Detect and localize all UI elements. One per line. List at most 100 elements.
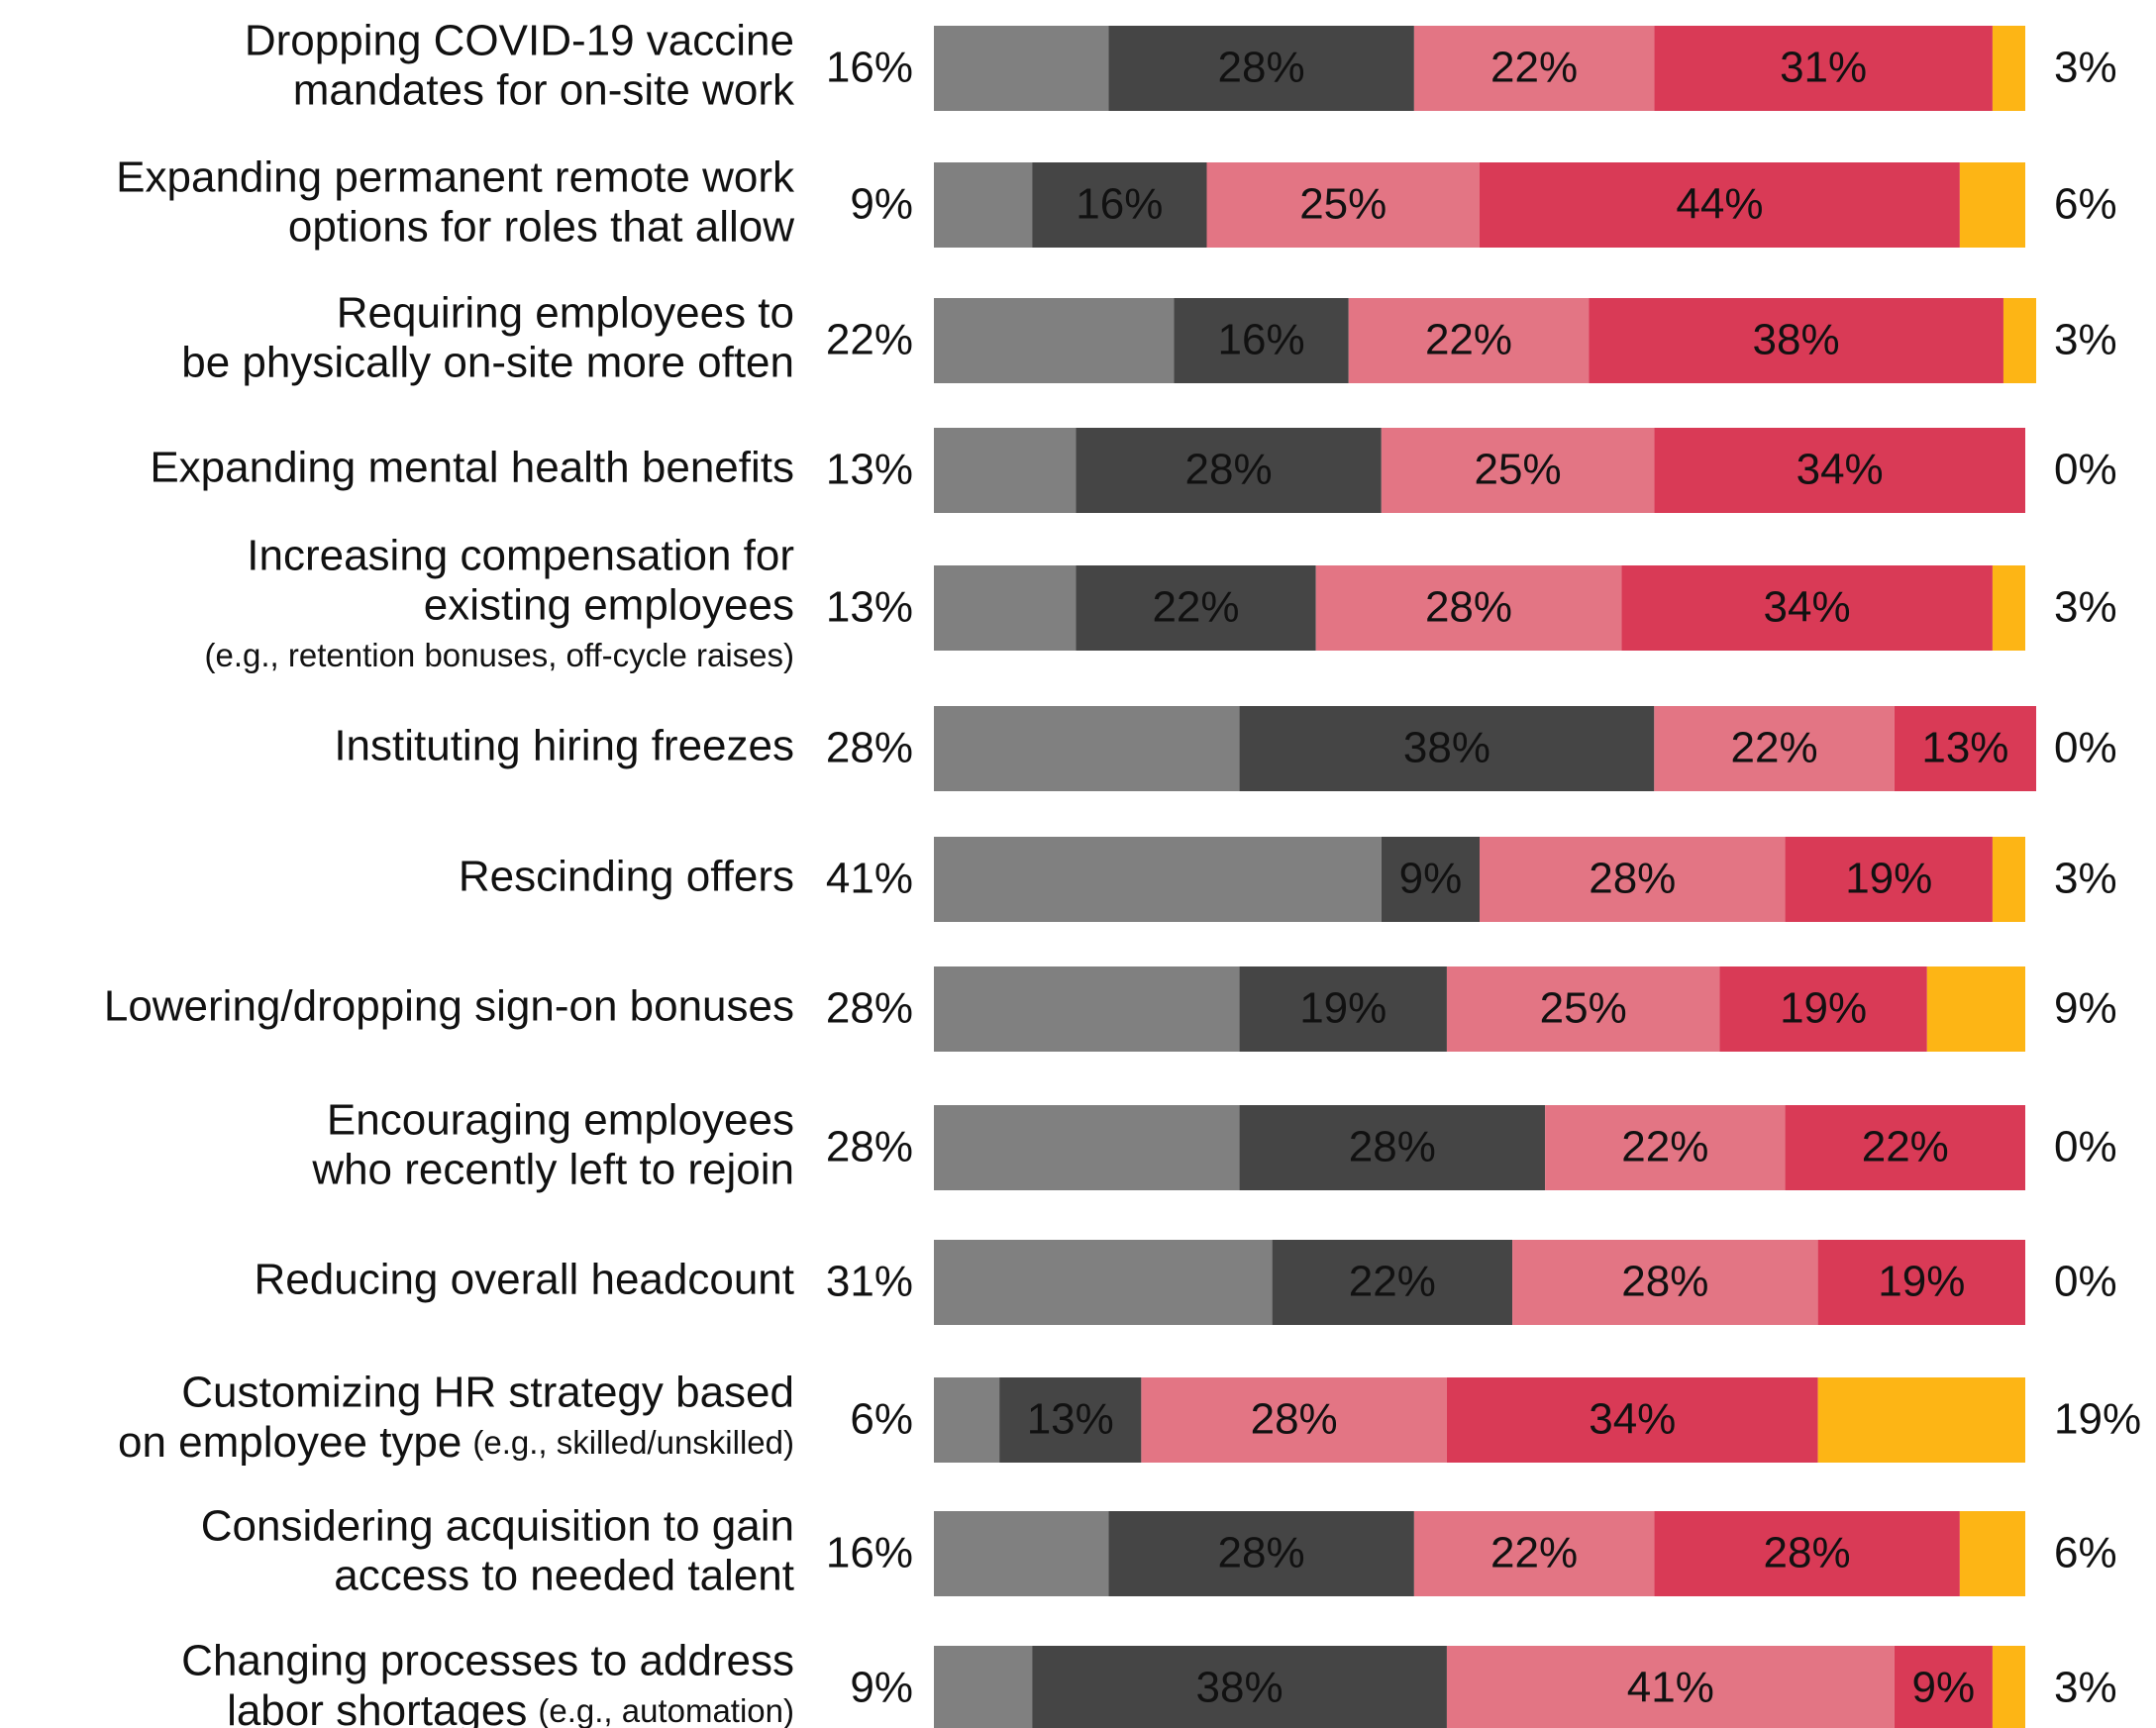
value-label: 9% [1912, 1664, 1976, 1712]
value-label: 22% [1490, 1529, 1578, 1577]
bar-segment [1272, 1240, 1513, 1325]
bar-segment [1589, 298, 2003, 383]
value-label: 34% [1764, 583, 1851, 632]
value-label: 0% [2054, 724, 2117, 772]
value-label: 22% [1349, 1258, 1436, 1306]
value-label: 25% [1299, 180, 1386, 229]
value-label: 16% [1218, 316, 1305, 364]
category-note: (e.g., retention bonuses, off-cycle rais… [204, 637, 794, 673]
bar-segment [1032, 162, 1207, 248]
bar-segment [1480, 162, 1960, 248]
category-label: labor shortages (e.g., automation) [227, 1686, 794, 1728]
bar-segment [1959, 1511, 2025, 1596]
bar-segment [1654, 26, 1993, 111]
value-label: 34% [1797, 446, 1884, 494]
value-label: 38% [1403, 724, 1490, 772]
value-label: 3% [2054, 583, 2117, 632]
bar-segment [1239, 1105, 1546, 1190]
category-note: (e.g., automation) [538, 1692, 794, 1728]
bar-segment [1512, 1240, 1818, 1325]
category-label: who recently left to rejoin [311, 1146, 794, 1194]
bar-segment [934, 1646, 1033, 1728]
bar-segment [1894, 1646, 1993, 1728]
value-label: 28% [1589, 855, 1676, 903]
bar-segment [1992, 565, 2025, 651]
bar-segment [999, 1377, 1142, 1463]
value-label: 28% [826, 1123, 913, 1171]
value-label: 25% [1540, 984, 1627, 1033]
value-label: 41% [826, 855, 913, 903]
category-label: Reducing overall headcount [255, 1256, 795, 1304]
bar-segment [1480, 837, 1786, 922]
bar-segment [934, 1240, 1273, 1325]
bar-segment [934, 1511, 1109, 1596]
bar-segment [1446, 966, 1720, 1052]
category-label: Requiring employees to [337, 289, 794, 338]
category-label: Expanding permanent remote work [116, 153, 795, 202]
value-label: 13% [1921, 724, 2008, 772]
bar-segment [1926, 966, 2025, 1052]
value-label: 28% [1185, 446, 1273, 494]
value-label: 22% [1731, 724, 1818, 772]
bar-segment [934, 1377, 1000, 1463]
bar-segment [1315, 565, 1622, 651]
bar-segment [1174, 298, 1349, 383]
bar-segment [1719, 966, 1927, 1052]
value-label: 16% [1076, 180, 1163, 229]
value-label: 6% [2054, 1529, 2117, 1577]
category-label: Expanding mental health benefits [150, 444, 794, 492]
category-label-text: on employee type [118, 1418, 462, 1467]
bar-segment [1894, 706, 2037, 791]
bar-segment [934, 428, 1077, 513]
value-label: 0% [2054, 446, 2117, 494]
bar-segment [1654, 1511, 1960, 1596]
value-label: 28% [1764, 1529, 1851, 1577]
value-label: 22% [1490, 44, 1578, 92]
category-label: Increasing compensation for [247, 532, 794, 580]
value-label: 34% [1589, 1395, 1676, 1444]
category-label: options for roles that allow [288, 203, 794, 252]
value-label: 13% [826, 446, 913, 494]
value-label: 22% [826, 316, 913, 364]
bar-segment [1076, 565, 1316, 651]
bar-segment [934, 837, 1382, 922]
value-label: 22% [1152, 583, 1239, 632]
bar-segment [1108, 1511, 1414, 1596]
bar-segment [1654, 428, 2025, 513]
category-label-text: labor shortages [227, 1686, 527, 1728]
bar-segment [934, 966, 1240, 1052]
bar-segment [1545, 1105, 1786, 1190]
value-label: 28% [1349, 1123, 1436, 1171]
value-label: 22% [1862, 1123, 1949, 1171]
value-label: 19% [1780, 984, 1867, 1033]
bar-segment [934, 706, 1240, 791]
bar-segment [1621, 565, 1993, 651]
bar-segment [934, 162, 1033, 248]
value-label: 3% [2054, 855, 2117, 903]
category-label: Instituting hiring freezes [334, 722, 794, 770]
bar-segment [934, 298, 1175, 383]
value-label: 28% [826, 984, 913, 1033]
category-label: access to needed talent [334, 1552, 794, 1600]
value-label: 28% [1218, 1529, 1305, 1577]
category-label: (e.g., retention bonuses, off-cycle rais… [204, 637, 794, 673]
value-label: 3% [2054, 1664, 2117, 1712]
value-label: 9% [850, 180, 913, 229]
value-label: 13% [826, 583, 913, 632]
value-label: 19% [1845, 855, 1932, 903]
value-label: 3% [2054, 44, 2117, 92]
category-label: Rescinding offers [459, 853, 794, 901]
bar-segment [1032, 1646, 1447, 1728]
bar-segment [1654, 706, 1895, 791]
category-label: Dropping COVID-19 vaccine [245, 17, 794, 65]
bar-segment [1348, 298, 1590, 383]
value-label: 3% [2054, 316, 2117, 364]
value-label: 28% [1251, 1395, 1338, 1444]
value-label: 19% [1299, 984, 1386, 1033]
value-label: 16% [826, 44, 913, 92]
bar-segment [1381, 837, 1480, 922]
bar-segment [1785, 837, 1993, 922]
value-label: 9% [850, 1664, 913, 1712]
value-label: 38% [1196, 1664, 1283, 1712]
